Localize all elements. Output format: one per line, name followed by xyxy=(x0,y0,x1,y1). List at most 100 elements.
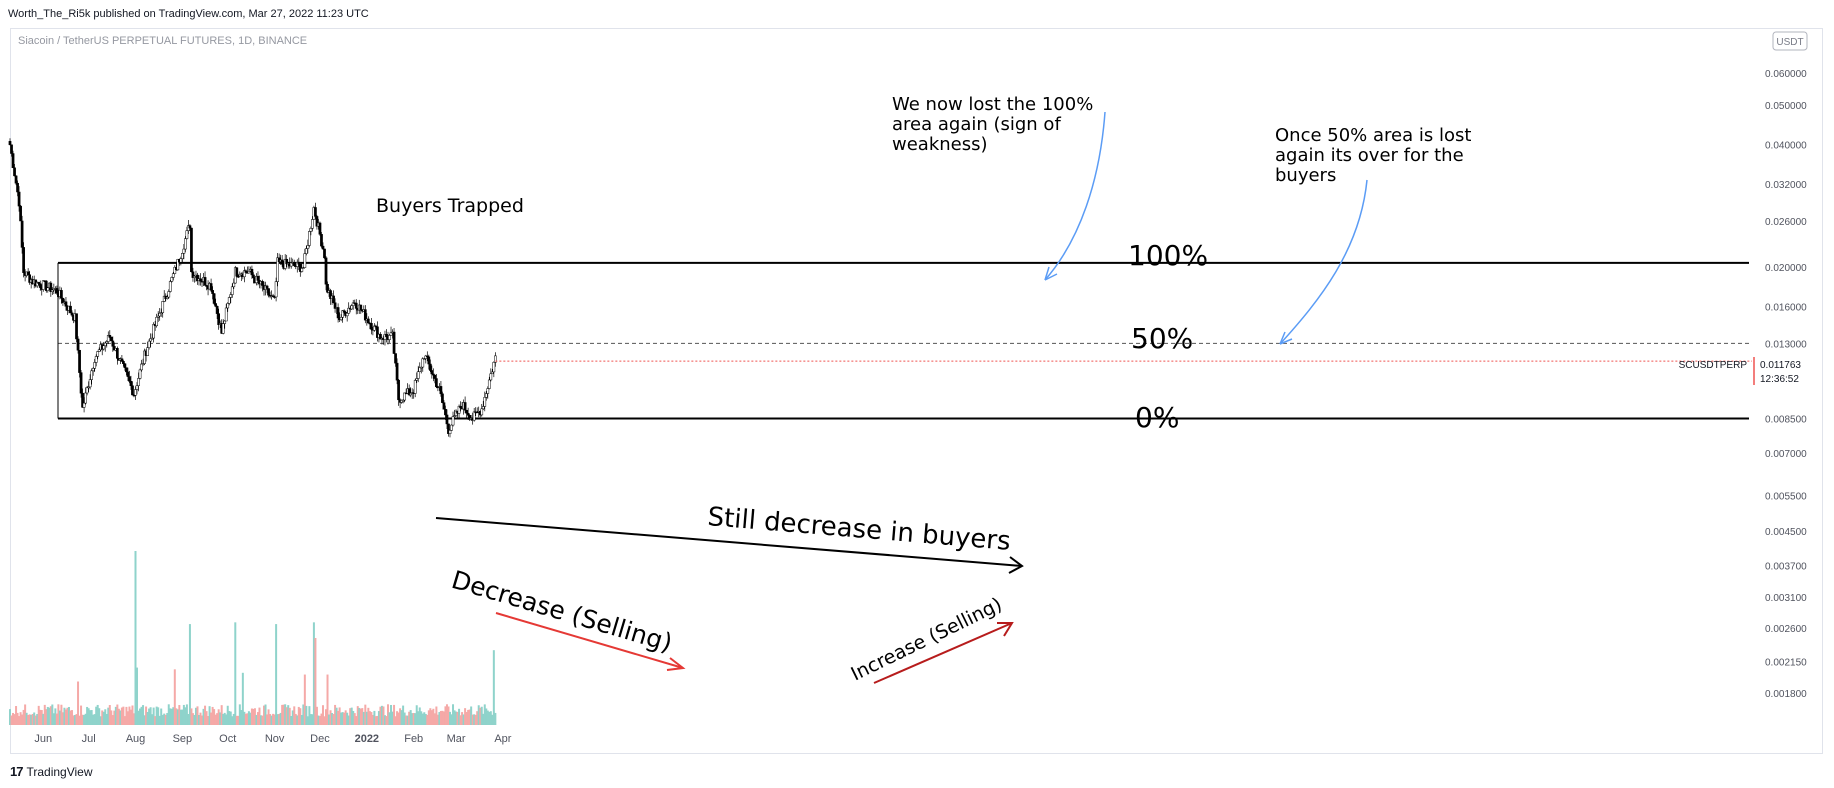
candle-body xyxy=(85,387,89,394)
volume-bar xyxy=(201,715,204,725)
level-layer xyxy=(57,261,1749,420)
volume-bar xyxy=(129,709,132,725)
candle-body xyxy=(38,283,42,288)
candle-body xyxy=(28,274,32,283)
candle-body xyxy=(256,275,260,281)
volume-bar xyxy=(148,708,151,725)
candle-body xyxy=(215,305,219,314)
candle-body xyxy=(483,397,487,407)
volume-bar xyxy=(101,710,104,725)
candle-body xyxy=(181,253,184,259)
arrow-decrease-selling xyxy=(495,612,686,671)
candle-body xyxy=(16,182,19,193)
volume-bar xyxy=(379,706,382,725)
candle-body xyxy=(463,402,467,411)
volume-bar xyxy=(415,705,418,725)
candle-body xyxy=(250,268,254,276)
candle-body xyxy=(388,335,391,340)
volume-bar xyxy=(371,714,374,725)
volume-bar xyxy=(393,704,396,725)
candle-body xyxy=(329,290,332,299)
volume-bar xyxy=(374,716,377,725)
volume-bar xyxy=(390,704,393,725)
volume-bar xyxy=(52,713,55,725)
volume-bar xyxy=(417,711,420,725)
candle-body xyxy=(354,302,358,309)
candle-body xyxy=(128,376,131,382)
volume-bar xyxy=(152,707,155,725)
candle-layer xyxy=(8,138,1752,438)
footer[interactable]: 17 TradingView xyxy=(10,764,93,779)
volume-bar xyxy=(476,711,479,725)
volume-bar xyxy=(341,712,344,725)
level-label-100: 100% xyxy=(1128,239,1208,272)
candle-body xyxy=(465,409,468,414)
volume-bar xyxy=(136,667,139,725)
volume-bar xyxy=(172,707,175,725)
volume-bar xyxy=(229,711,232,725)
volume-bar xyxy=(492,650,495,725)
volume-bar xyxy=(158,715,161,725)
volume-bar xyxy=(193,714,196,725)
candle-body xyxy=(134,389,137,396)
candle-body xyxy=(442,402,446,410)
volume-bar xyxy=(117,708,120,725)
candle-body xyxy=(419,366,423,369)
volume-bar xyxy=(54,708,57,725)
price-tick-10: 0.005500 xyxy=(1765,492,1807,503)
candle-body xyxy=(336,307,340,319)
volume-bar xyxy=(272,713,275,725)
volume-bar xyxy=(151,714,154,725)
volume-bar xyxy=(303,674,306,725)
time-tick-2022: 2022 xyxy=(355,733,379,745)
volume-bar xyxy=(284,704,287,725)
volume-bar xyxy=(114,706,117,725)
volume-bar xyxy=(10,715,13,725)
volume-bar xyxy=(411,713,414,725)
candle-body xyxy=(227,297,231,304)
volume-bar xyxy=(273,714,276,725)
volume-bar xyxy=(445,704,448,725)
volume-bar xyxy=(474,714,477,725)
candle-body xyxy=(472,411,476,421)
volume-bar xyxy=(455,711,458,725)
candle-body xyxy=(447,423,450,434)
candle-body xyxy=(292,262,296,266)
volume-bar xyxy=(414,713,417,725)
candle-body xyxy=(236,275,240,278)
volume-bar xyxy=(323,716,326,725)
volume-bar xyxy=(250,708,253,725)
candle-body xyxy=(397,379,400,401)
candle-body xyxy=(155,317,159,327)
candle-body xyxy=(416,371,420,379)
volume-bar xyxy=(385,716,388,725)
volume-bar xyxy=(170,708,173,725)
currency-badge[interactable] xyxy=(1772,31,1808,51)
volume-bar xyxy=(83,714,86,725)
volume-bar xyxy=(125,706,128,725)
volume-bar xyxy=(420,711,423,725)
volume-bar xyxy=(37,705,40,725)
candle-body xyxy=(341,310,344,318)
volume-bar xyxy=(70,710,73,725)
volume-bar xyxy=(58,710,61,725)
volume-bar xyxy=(137,710,140,725)
volume-bar xyxy=(331,713,334,725)
time-tick-dec: Dec xyxy=(310,733,330,745)
candle-body xyxy=(339,317,343,321)
volume-bar xyxy=(142,705,145,725)
annotation-still-decrease: Still decrease in buyers xyxy=(706,502,1011,557)
candle-body xyxy=(125,367,128,373)
candle-body xyxy=(276,257,279,282)
volume-bar xyxy=(92,714,95,725)
volume-bar xyxy=(208,706,211,725)
candle-body xyxy=(10,144,13,154)
price-tag-countdown: 12:36:52 xyxy=(1760,374,1799,385)
volume-bar xyxy=(225,714,228,725)
volume-bar xyxy=(202,708,205,725)
candle-body xyxy=(430,370,434,375)
price-tick-13: 0.003100 xyxy=(1765,593,1807,604)
tradingview-logo-icon: 17 xyxy=(10,764,24,779)
volume-bar xyxy=(45,709,48,725)
